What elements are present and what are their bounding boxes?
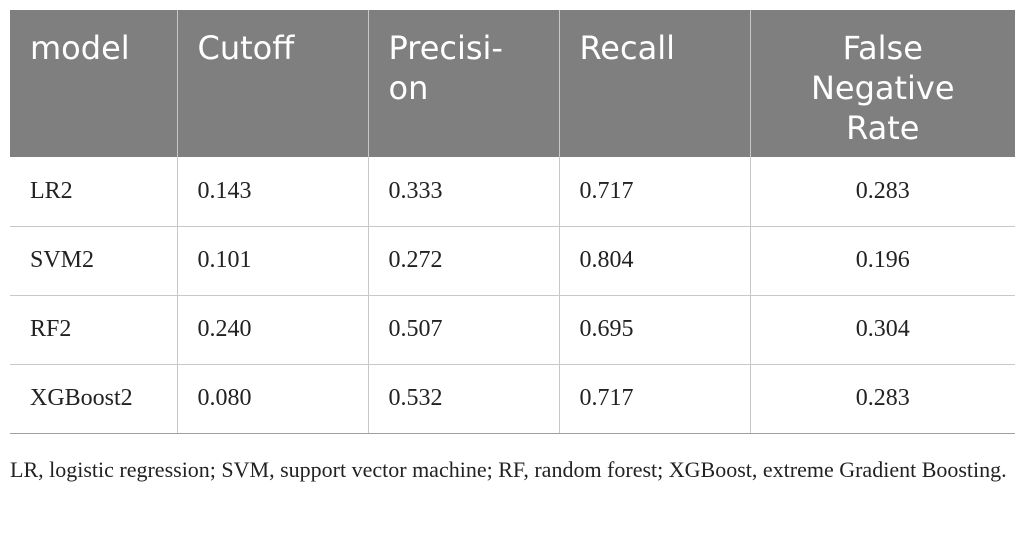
cell-precision: 0.532: [367, 364, 559, 434]
header-model: model: [10, 10, 177, 157]
table-row: RF2 0.240 0.507 0.695 0.304: [10, 295, 1015, 365]
cell-model: RF2: [10, 295, 177, 365]
cell-recall: 0.717: [558, 364, 750, 434]
header-fnr-text: False Negative Rate: [810, 29, 955, 147]
cell-model: LR2: [10, 157, 177, 227]
cell-precision: 0.333: [367, 157, 559, 227]
header-false-negative-rate: False Negative Rate: [749, 10, 1015, 157]
cell-precision: 0.507: [367, 295, 559, 365]
cell-recall: 0.695: [558, 295, 750, 365]
cell-cutoff: 0.101: [176, 226, 368, 296]
header-row: model Cutoff Precisi- on Recall False Ne…: [10, 10, 1015, 157]
cell-false-negative-rate: 0.304: [749, 295, 1015, 365]
header-cutoff: Cutoff: [176, 10, 368, 157]
cell-precision: 0.272: [367, 226, 559, 296]
header-recall: Recall: [558, 10, 750, 157]
cell-cutoff: 0.143: [176, 157, 368, 227]
cell-model: SVM2: [10, 226, 177, 296]
table-row: LR2 0.143 0.333 0.717 0.283: [10, 157, 1015, 227]
cell-false-negative-rate: 0.283: [749, 157, 1015, 227]
table-container: model Cutoff Precisi- on Recall False Ne…: [10, 10, 1015, 434]
cell-model: XGBoost2: [10, 364, 177, 434]
cell-recall: 0.717: [558, 157, 750, 227]
header-precision: Precisi- on: [367, 10, 559, 157]
cell-recall: 0.804: [558, 226, 750, 296]
results-table: model Cutoff Precisi- on Recall False Ne…: [10, 10, 1015, 434]
header-precision-text: Precisi- on: [388, 29, 503, 107]
cell-false-negative-rate: 0.196: [749, 226, 1015, 296]
table-row: SVM2 0.101 0.272 0.804 0.196: [10, 226, 1015, 296]
cell-cutoff: 0.080: [176, 364, 368, 434]
table-footnote: LR, logistic regression; SVM, support ve…: [10, 457, 1007, 482]
table-row: XGBoost2 0.080 0.532 0.717 0.283: [10, 364, 1015, 434]
cell-cutoff: 0.240: [176, 295, 368, 365]
cell-false-negative-rate: 0.283: [749, 364, 1015, 434]
